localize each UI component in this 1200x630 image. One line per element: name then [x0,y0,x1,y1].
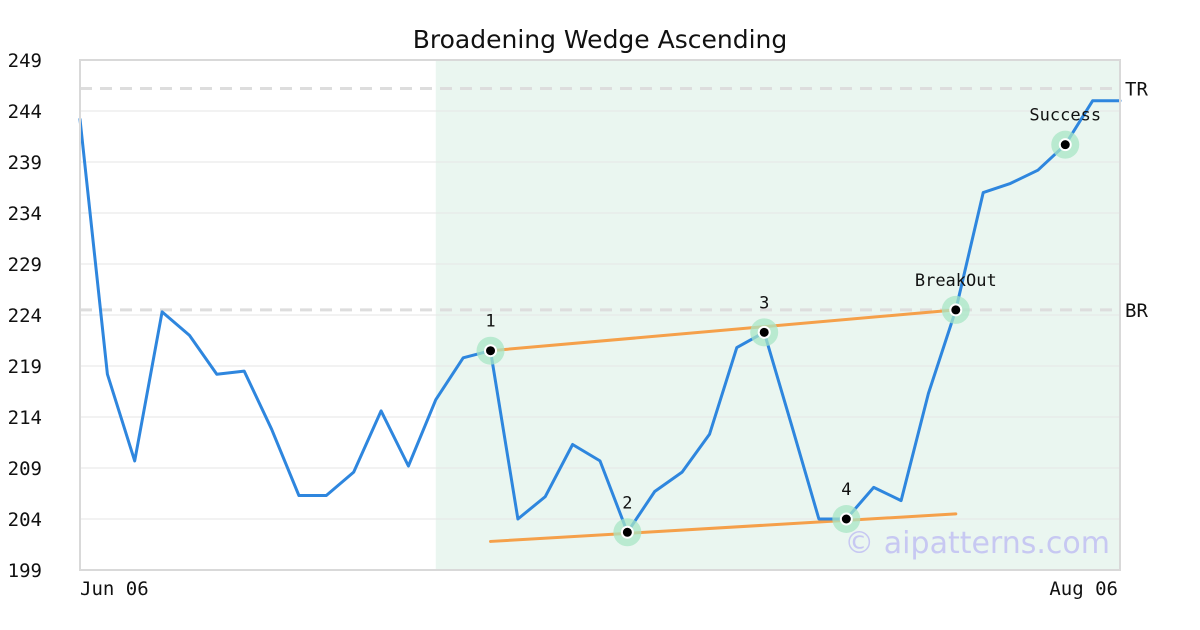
y-tick-label: 244 [8,101,42,123]
point-dot [484,344,498,358]
reference-level-label: TR [1125,79,1148,101]
x-tick-label: Aug 06 [1049,578,1118,600]
y-tick-label: 209 [8,458,42,480]
chart-title: Broadening Wedge Ascending [413,25,788,54]
point-dot [620,525,634,539]
y-tick-label: 229 [8,254,42,276]
point-dot [757,325,771,339]
y-tick-label: 239 [8,152,42,174]
y-tick-label: 249 [8,50,42,72]
reference-level-label: BR [1125,300,1148,322]
point-label: 3 [759,293,769,313]
pattern-points: 1 2 3 4 BreakOut Success [476,106,1101,547]
point-dot [949,303,963,317]
y-tick-label: 219 [8,356,42,378]
point-dot [839,512,853,526]
y-tick-label: 214 [8,407,42,429]
trendlines [489,308,958,543]
watermark: © aipatterns.com [844,526,1110,561]
y-tick-label: 204 [8,509,42,531]
point-dot [1058,138,1072,152]
plot-border [79,59,1121,571]
wedge-trendline [489,512,958,543]
grid-lines [80,110,1120,520]
price-line [78,99,1122,534]
point-label: BreakOut [915,271,997,291]
point-label: Success [1029,106,1101,126]
x-tick-label: Jun 06 [80,578,149,600]
y-tick-label: 224 [8,305,42,327]
y-tick-label: 199 [8,560,42,582]
point-label: 2 [622,493,632,513]
wedge-trendline [489,308,958,353]
point-label: 1 [485,312,495,332]
point-label: 4 [841,480,851,500]
price-series [78,99,1122,534]
y-tick-label: 234 [8,203,42,225]
